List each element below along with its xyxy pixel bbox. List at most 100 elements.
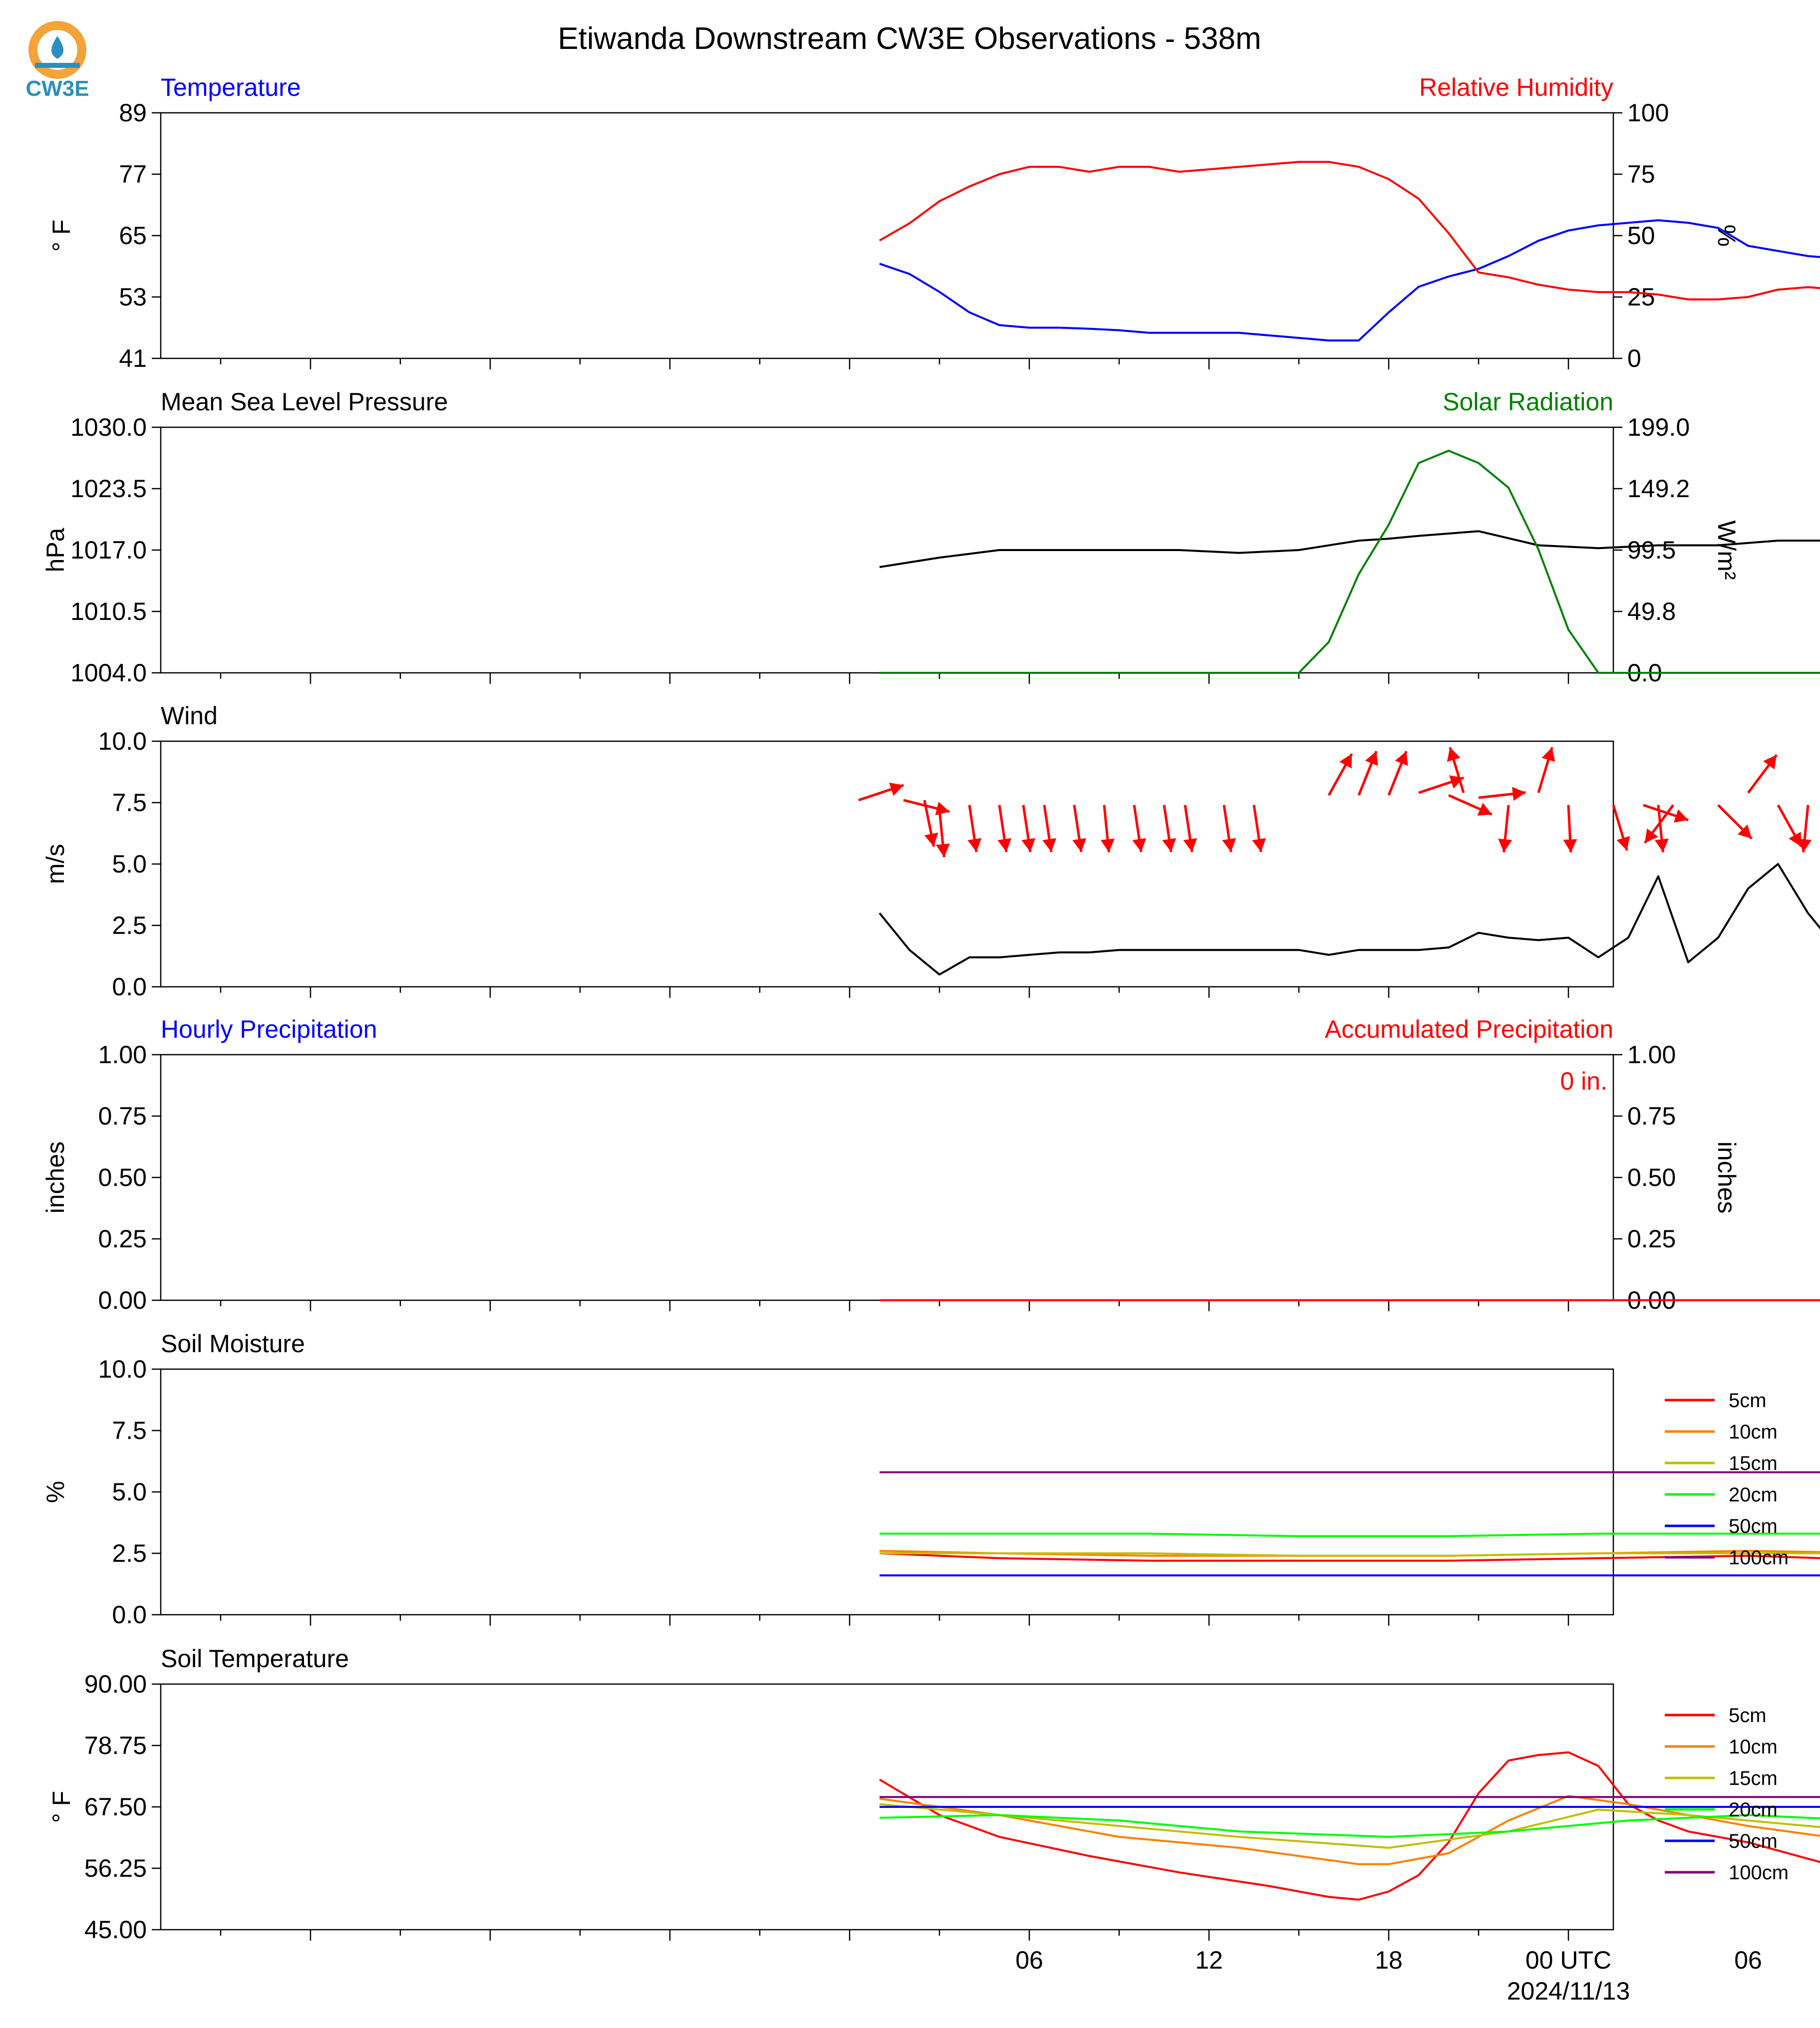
x-date-label: 2024/11/13: [1507, 1977, 1630, 2005]
legend-label: 100cm: [1729, 1862, 1789, 1884]
wind-arrow: [1747, 754, 1778, 794]
wind-arrow: [1357, 751, 1378, 796]
series-line-d20: [879, 1814, 1820, 1838]
y-tick-label: 45.00: [84, 1916, 147, 1944]
wind-arrow: [1072, 805, 1087, 853]
x-tick-label: 06: [1015, 1946, 1043, 1974]
series-line-d15: [880, 1552, 1820, 1557]
x-tick-label: 12: [1195, 1946, 1223, 1974]
wind-arrow: [1643, 804, 1689, 823]
legend-label: 20cm: [1729, 1484, 1778, 1506]
wind-arrow: [1100, 805, 1115, 853]
logo-text: CW3E: [25, 76, 89, 101]
wind-arrow: [1563, 805, 1577, 853]
y-tick-label-right: 25: [1627, 283, 1655, 311]
legend-label: 10cm: [1729, 1736, 1778, 1758]
wind-arrow: [1132, 805, 1147, 853]
wind-arrow: [1654, 805, 1669, 853]
series-line-temp: [879, 219, 1820, 342]
y-tick-label: 10.0: [98, 727, 147, 755]
logo-wave: [35, 63, 80, 68]
panel-title-left: Mean Sea Level Pressure: [161, 388, 448, 416]
legend-label: 15cm: [1729, 1452, 1778, 1474]
y-axis-label: ° F: [47, 1791, 75, 1823]
legend-label: 100cm: [1729, 1547, 1789, 1569]
y-tick-label: 78.75: [84, 1732, 147, 1759]
panel-2: 1004.01010.51017.01023.51030.00.049.899.…: [41, 388, 1820, 687]
panel-6: 45.00 56.25 67.50 78.75 90.00 ° F Soil Tempera…: [47, 1645, 1820, 1944]
y-tick-label: 7.5: [112, 1417, 147, 1445]
wind-arrow: [1537, 747, 1555, 794]
wind-arrow: [1418, 775, 1464, 794]
y-tick-label-right: 199.0: [1627, 413, 1690, 441]
y-tick-label: 41: [119, 344, 147, 372]
y-tick-label: 0.25: [98, 1225, 147, 1253]
panel-3: 0.0 2.5 5.0 7.5 10.0 m/s Wind: [41, 702, 1820, 1001]
y-tick-label: 1030.0: [70, 413, 147, 441]
wind-arrow: [1327, 753, 1353, 796]
legend-label: 20cm: [1729, 1799, 1778, 1821]
wind-arrow: [1448, 794, 1493, 816]
panel-5: 0.0 2.5 5.0 7.5 10.0% Soil Moisture 5cm 10cm 15c…: [41, 1330, 1820, 1629]
y-tick-label: 10.0: [98, 1355, 147, 1383]
series-line-d100: [880, 1471, 1820, 1473]
series-line-d15: [879, 1803, 1820, 1849]
y-tick-label: 1023.5: [70, 475, 147, 503]
y-tick-label-right: 50: [1627, 222, 1655, 250]
panel-title-right: Relative Humidity: [1419, 73, 1613, 101]
figure-title: Etiwanda Downstream CW3E Observations - …: [558, 21, 1261, 56]
wind-arrow: [1478, 787, 1526, 801]
wind-arrow: [1612, 805, 1630, 851]
wind-arrow: [1777, 804, 1803, 848]
y-tick-label: 1010.5: [70, 597, 147, 625]
wind-arrow: [1042, 805, 1057, 853]
y-axis-label: %: [41, 1481, 69, 1503]
y-axis-label: ° F: [47, 220, 75, 252]
y-tick-label: 0.50: [98, 1163, 147, 1191]
wind-arrow: [1498, 805, 1513, 853]
y-tick-label: 67.50: [84, 1793, 147, 1821]
y-axis-label: hPa: [41, 528, 69, 572]
series-line-solar: [880, 450, 1820, 674]
series-line-rh: [879, 161, 1820, 300]
y-tick-label-right: 0.75: [1627, 1102, 1676, 1130]
y-tick-label: 89: [119, 99, 147, 127]
x-tick-label: 00 UTC: [1525, 1946, 1611, 1974]
y-tick-label: 2.5: [112, 911, 147, 939]
panels: 41 53 65 77 89 0 25 50 75 100 ° F % Temperature Relat…: [41, 73, 1820, 2005]
plot-frame: [160, 1368, 1614, 1616]
y-tick-label: 56.25: [84, 1854, 147, 1882]
legend-label: 5cm: [1729, 1390, 1767, 1412]
logo: CW3E: [25, 21, 89, 101]
wind-arrow: [923, 800, 938, 847]
accumulated-total: 0 in.: [1560, 1067, 1607, 1095]
y-tick-label-right: 1.00: [1627, 1041, 1676, 1069]
panel-title-left: Soil Temperature: [161, 1645, 349, 1673]
y-tick-label-right: 49.8: [1627, 597, 1676, 625]
y-tick-label: 5.0: [112, 850, 147, 878]
y-tick-label-right: 75: [1627, 160, 1655, 188]
y-tick-label: 1017.0: [70, 536, 147, 564]
y-tick-label: 0.00: [98, 1286, 147, 1314]
panel-title-right: Solar Radiation: [1443, 388, 1613, 416]
series-line-d10: [879, 1795, 1820, 1865]
y-tick-label-right: 0.25: [1627, 1225, 1676, 1253]
series-line-d5: [879, 1552, 1820, 1562]
y-tick-label-right: 149.2: [1627, 475, 1690, 503]
panel-title-left: Hourly Precipitation: [161, 1015, 377, 1043]
y-tick-label: 90.00: [84, 1670, 147, 1698]
wind-arrow: [1252, 805, 1266, 853]
y-tick-label: 0.0: [112, 1601, 147, 1629]
y-tick-label-right: 99.5: [1627, 536, 1676, 564]
y-tick-label-right: 0.50: [1627, 1163, 1676, 1191]
wind-arrow: [1644, 804, 1674, 844]
legend-label: 10cm: [1729, 1421, 1778, 1443]
wind-arrow: [1222, 805, 1236, 853]
y-tick-label: 1.00: [98, 1041, 147, 1069]
legend-label: 50cm: [1729, 1515, 1778, 1537]
wind-arrow: [997, 805, 1012, 853]
series-line-d20: [880, 1532, 1820, 1537]
y-tick-label: 0.0: [112, 973, 147, 1001]
